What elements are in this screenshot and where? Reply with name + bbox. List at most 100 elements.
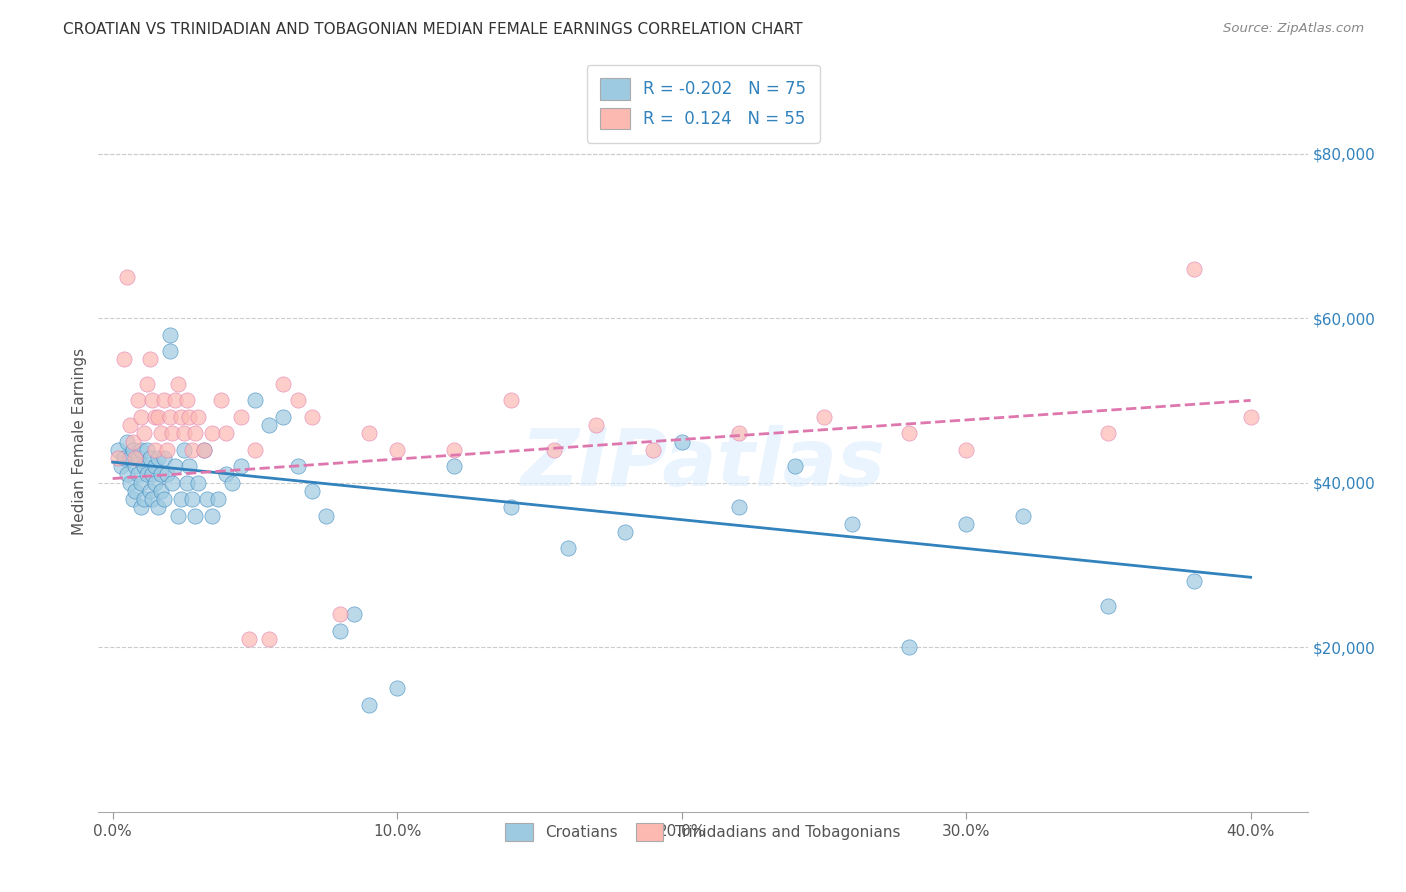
Point	[1182, 574, 1205, 589]
Text: Source: ZipAtlas.com: Source: ZipAtlas.com	[1223, 22, 1364, 36]
Point	[156, 467, 179, 482]
Point	[257, 632, 280, 646]
Point	[124, 450, 146, 465]
Point	[229, 409, 252, 424]
Point	[146, 450, 169, 465]
Point	[187, 475, 209, 490]
Point	[385, 681, 408, 696]
Point	[115, 467, 138, 482]
Point	[357, 426, 380, 441]
Point	[315, 508, 337, 523]
Point	[671, 434, 693, 449]
Point	[146, 500, 169, 515]
Point	[143, 409, 166, 424]
Point	[143, 459, 166, 474]
Point	[357, 698, 380, 712]
Point	[238, 632, 260, 646]
Point	[813, 409, 835, 424]
Point	[1240, 409, 1263, 424]
Point	[153, 450, 176, 465]
Point	[132, 459, 155, 474]
Point	[162, 475, 184, 490]
Point	[301, 409, 323, 424]
Point	[955, 442, 977, 457]
Point	[898, 426, 921, 441]
Point	[179, 459, 201, 474]
Point	[643, 442, 665, 457]
Point	[146, 409, 169, 424]
Point	[195, 492, 218, 507]
Point	[110, 459, 132, 474]
Point	[159, 344, 181, 359]
Point	[257, 418, 280, 433]
Point	[112, 352, 135, 367]
Point	[138, 483, 160, 498]
Point	[221, 475, 243, 490]
Point	[150, 483, 173, 498]
Point	[132, 492, 155, 507]
Point	[118, 450, 141, 465]
Point	[129, 475, 152, 490]
Point	[727, 500, 749, 515]
Point	[153, 393, 176, 408]
Point	[727, 426, 749, 441]
Point	[207, 492, 229, 507]
Point	[170, 492, 193, 507]
Point	[165, 393, 187, 408]
Point	[153, 492, 176, 507]
Point	[162, 426, 184, 441]
Point	[176, 475, 198, 490]
Point	[118, 475, 141, 490]
Point	[159, 409, 181, 424]
Point	[273, 409, 295, 424]
Text: ZIPatlas: ZIPatlas	[520, 425, 886, 503]
Point	[184, 508, 207, 523]
Point	[499, 393, 522, 408]
Point	[156, 442, 179, 457]
Point	[150, 467, 173, 482]
Y-axis label: Median Female Earnings: Median Female Earnings	[72, 348, 87, 535]
Point	[143, 475, 166, 490]
Point	[121, 492, 143, 507]
Point	[499, 500, 522, 515]
Point	[112, 450, 135, 465]
Point	[243, 393, 266, 408]
Point	[443, 442, 465, 457]
Point	[167, 508, 190, 523]
Point	[135, 376, 157, 391]
Point	[184, 426, 207, 441]
Point	[121, 442, 143, 457]
Point	[135, 442, 157, 457]
Point	[127, 393, 149, 408]
Point	[443, 459, 465, 474]
Point	[115, 270, 138, 285]
Point	[543, 442, 565, 457]
Point	[129, 500, 152, 515]
Point	[329, 607, 352, 622]
Point	[167, 376, 190, 391]
Point	[138, 352, 160, 367]
Point	[141, 492, 163, 507]
Point	[215, 426, 238, 441]
Point	[1097, 599, 1119, 613]
Point	[193, 442, 215, 457]
Point	[121, 434, 143, 449]
Point	[243, 442, 266, 457]
Point	[1012, 508, 1035, 523]
Point	[150, 426, 173, 441]
Point	[187, 409, 209, 424]
Point	[141, 467, 163, 482]
Point	[329, 624, 352, 638]
Point	[165, 459, 187, 474]
Text: CROATIAN VS TRINIDADIAN AND TOBAGONIAN MEDIAN FEMALE EARNINGS CORRELATION CHART: CROATIAN VS TRINIDADIAN AND TOBAGONIAN M…	[63, 22, 803, 37]
Point	[1182, 261, 1205, 276]
Point	[215, 467, 238, 482]
Point	[201, 426, 224, 441]
Point	[143, 442, 166, 457]
Point	[159, 327, 181, 342]
Point	[613, 524, 636, 539]
Point	[181, 492, 204, 507]
Point	[273, 376, 295, 391]
Point	[1097, 426, 1119, 441]
Point	[229, 459, 252, 474]
